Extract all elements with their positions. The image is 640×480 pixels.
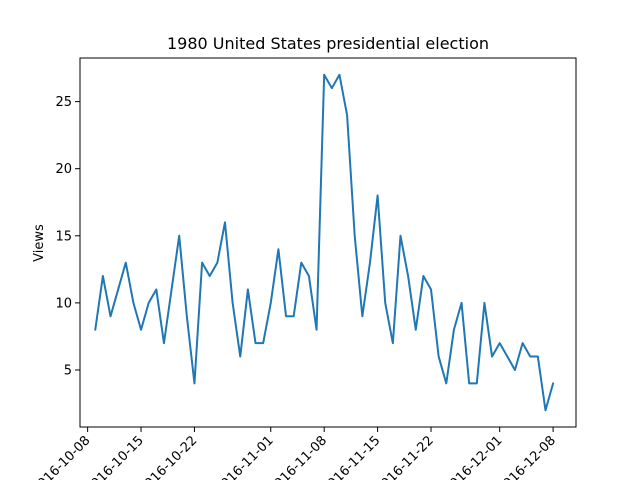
y-axis-ticks: 5 10 15 20 25 — [55, 95, 80, 378]
chart-title: 1980 United States presidential election — [167, 34, 489, 53]
y-axis-title: Views — [32, 224, 47, 262]
series-line — [94, 73, 555, 412]
y-tick-label: 10 — [55, 296, 72, 311]
y-tick-label: 20 — [55, 162, 72, 177]
y-tick-label: 5 — [64, 363, 72, 378]
y-tick-label: 25 — [55, 95, 72, 110]
plot-area-frame — [79, 57, 577, 428]
y-tick-label: 15 — [55, 229, 72, 244]
